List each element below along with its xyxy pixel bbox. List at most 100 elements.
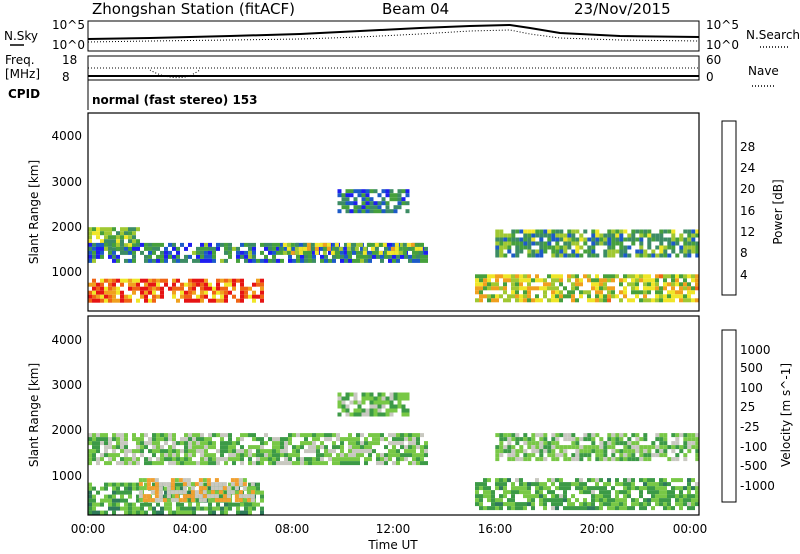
heatmap-cell — [647, 486, 651, 491]
heatmap-cell — [280, 441, 284, 446]
heatmap-cell — [344, 453, 348, 458]
heatmap-cell — [236, 278, 240, 283]
heatmap-cell — [535, 278, 539, 283]
heatmap-cell — [487, 286, 491, 291]
heatmap-cell — [220, 457, 224, 462]
heatmap-cell — [491, 286, 495, 291]
heatmap-cell — [487, 298, 491, 303]
heatmap-cell — [543, 482, 547, 487]
heatmap-cell — [671, 433, 676, 438]
heatmap-cell — [631, 237, 636, 242]
heatmap-cell — [232, 457, 236, 462]
heatmap-cell — [619, 433, 624, 438]
heatmap-cell — [679, 449, 684, 454]
heatmap-cell — [631, 482, 635, 487]
heatmap-cell — [531, 253, 536, 258]
heatmap-cell — [527, 453, 532, 458]
heatmap-cell — [220, 510, 224, 515]
heatmap-cell — [336, 437, 340, 442]
heatmap-cell — [104, 242, 108, 247]
heatmap-cell — [120, 498, 124, 503]
heatmap-cell — [256, 482, 260, 487]
heatmap-cell — [515, 241, 520, 246]
heatmap-cell — [88, 294, 92, 299]
heatmap-cell — [627, 237, 632, 242]
heatmap-cell — [607, 245, 612, 250]
heatmap-cell — [631, 229, 636, 234]
heatmap-cell — [595, 294, 599, 299]
heatmap-cell — [611, 506, 615, 511]
heatmap-cell — [539, 433, 544, 438]
beam-label: Beam 04 — [382, 0, 449, 18]
heatmap-cell — [180, 290, 184, 295]
heatmap-cell — [619, 449, 624, 454]
heatmap-cell — [416, 433, 420, 438]
heatmap-cell — [284, 441, 288, 446]
heatmap-cell — [232, 294, 236, 299]
heatmap-cell — [160, 445, 164, 450]
heatmap-cell — [495, 229, 500, 234]
heatmap-cell — [392, 433, 396, 438]
heatmap-cell — [154, 486, 159, 491]
heatmap-cell — [647, 502, 651, 507]
heatmap-cell — [120, 457, 124, 462]
heatmap-cell — [124, 482, 128, 487]
heatmap-cell — [671, 445, 676, 450]
heatmap-cell — [108, 282, 112, 287]
heatmap-cell — [405, 209, 410, 214]
heatmap-cell — [112, 433, 116, 438]
heatmap-cell — [394, 250, 399, 255]
heatmap-cell — [353, 189, 358, 194]
heatmap-cell — [687, 506, 691, 511]
heatmap-cell — [320, 461, 324, 466]
heatmap-cell — [639, 486, 643, 491]
heatmap-cell — [651, 286, 655, 291]
heatmap-cell — [491, 274, 495, 279]
heatmap-cell — [242, 478, 247, 483]
heatmap-cell — [144, 294, 148, 299]
heatmap-cell — [404, 433, 408, 438]
heatmap-cell — [136, 298, 140, 303]
heatmap-cell — [599, 502, 603, 507]
heatmap-cell — [523, 437, 528, 442]
heatmap-cell — [503, 298, 507, 303]
heatmap-cell — [695, 233, 700, 238]
heatmap-cell — [348, 453, 352, 458]
heatmap-cell — [575, 282, 579, 287]
x-axis-label: Time UT — [367, 538, 418, 552]
heatmap-cell — [495, 249, 500, 254]
heatmap-cell — [224, 290, 228, 295]
heatmap-cell — [252, 290, 256, 295]
heatmap-cell — [535, 482, 539, 487]
heatmap-cell — [248, 246, 252, 251]
heatmap-cell — [212, 441, 216, 446]
heatmap-cell — [208, 486, 212, 491]
heatmap-cell — [336, 254, 340, 259]
heatmap-cell — [240, 298, 244, 303]
heatmap-cell — [599, 294, 603, 299]
heatmap-cell — [224, 490, 228, 495]
heatmap-cell — [555, 253, 560, 258]
heatmap-cell — [587, 506, 591, 511]
heatmap-cell — [507, 453, 512, 458]
heatmap-cell — [539, 298, 543, 303]
heatmap-cell — [200, 254, 204, 259]
heatmap-cell — [248, 286, 252, 291]
heatmap-cell — [499, 294, 503, 299]
heatmap-cell — [655, 233, 660, 238]
heatmap-cell — [188, 242, 192, 247]
heatmap-cell — [256, 461, 260, 466]
heatmap-cell — [385, 400, 390, 405]
heatmap-cell — [88, 506, 92, 511]
heatmap-cell — [567, 278, 571, 283]
heatmap-cell — [316, 449, 320, 454]
heatmap-cell — [248, 433, 252, 438]
heatmap-cell — [276, 242, 280, 247]
heatmap-cell — [393, 408, 398, 413]
heatmap-cell — [292, 445, 296, 450]
heatmap-cell — [202, 478, 207, 483]
heatmap-cell — [192, 437, 196, 442]
heatmap-cell — [100, 242, 104, 247]
heatmap-cell — [112, 449, 116, 454]
heatmap-cell — [170, 478, 175, 483]
